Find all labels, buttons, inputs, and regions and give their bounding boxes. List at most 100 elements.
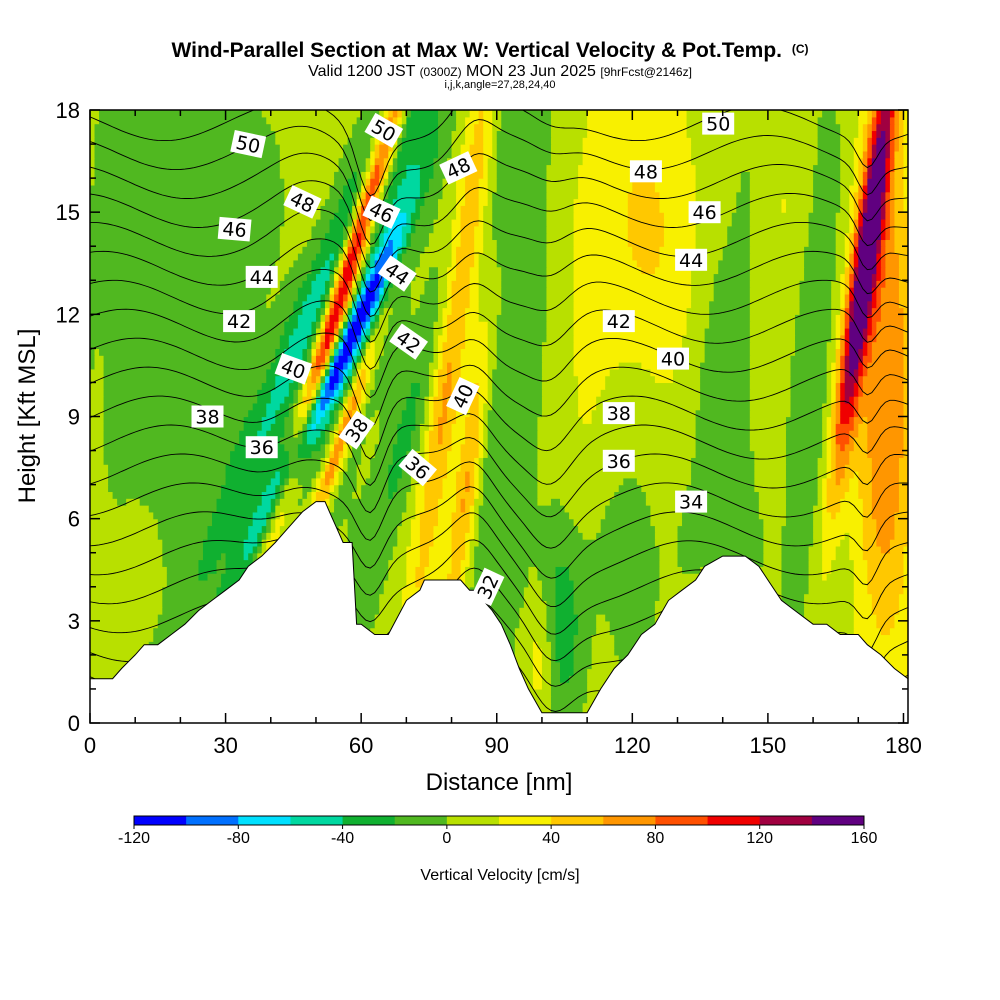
velocity-cell [306, 239, 322, 247]
velocity-cell [487, 423, 539, 431]
velocity-cell [876, 518, 896, 527]
velocity-cell [338, 246, 344, 254]
velocity-cell [90, 225, 281, 234]
velocity-cell [785, 505, 814, 513]
velocity-cell [433, 334, 439, 343]
velocity-cell [379, 150, 389, 159]
velocity-cell [546, 164, 579, 172]
velocity-cell [370, 396, 407, 404]
velocity-cell [578, 382, 606, 390]
velocity-cell [858, 178, 864, 186]
velocity-cell [270, 498, 276, 506]
velocity-cell [831, 430, 837, 438]
velocity-cell [840, 150, 855, 159]
velocity-cell [546, 178, 579, 186]
velocity-cell [379, 253, 394, 261]
velocity-cell [871, 116, 877, 125]
velocity-cell [374, 137, 380, 145]
velocity-cell [849, 457, 873, 465]
velocity-cell [315, 341, 322, 349]
velocity-cell [338, 409, 344, 418]
velocity-cell [424, 430, 430, 438]
velocity-cell [90, 123, 96, 132]
velocity-cell [401, 409, 416, 418]
velocity-cell [437, 362, 444, 370]
y-tick-label: 18 [56, 98, 80, 123]
velocity-cell [749, 191, 814, 200]
theta-contour-line [90, 461, 908, 549]
velocity-cell [686, 491, 760, 499]
velocity-cell [311, 355, 317, 363]
velocity-cell [885, 171, 891, 179]
velocity-cell [663, 218, 697, 227]
contour-label-text: 36 [607, 451, 631, 473]
velocity-cell [365, 389, 371, 397]
velocity-cell [840, 144, 855, 152]
velocity-cell [555, 620, 579, 629]
velocity-cell [546, 191, 579, 200]
velocity-cell [849, 225, 855, 234]
velocity-cell [442, 477, 457, 486]
velocity-cell [858, 409, 905, 418]
velocity-cell [103, 443, 236, 452]
velocity-cell [749, 212, 810, 220]
velocity-cell [889, 110, 896, 118]
velocity-cell [903, 314, 908, 322]
velocity-cell [103, 416, 245, 424]
velocity-cell [862, 552, 905, 561]
velocity-cell [501, 300, 548, 309]
velocity-cell [361, 443, 376, 452]
velocity-cell [817, 470, 828, 479]
velocity-cell [338, 450, 344, 458]
velocity-cell [587, 675, 624, 683]
velocity-cell [808, 559, 823, 567]
velocity-cell [90, 212, 285, 220]
velocity-cell [835, 368, 841, 377]
velocity-cell [483, 423, 489, 431]
velocity-cell [90, 654, 145, 663]
velocity-cell [198, 566, 218, 574]
velocity-cell [501, 287, 548, 295]
chart-title: Wind-Parallel Section at Max W: Vertical… [171, 39, 808, 62]
velocity-cell [90, 321, 285, 329]
velocity-cell [822, 539, 841, 547]
velocity-cell [388, 150, 394, 159]
velocity-cell [474, 246, 484, 254]
velocity-cell [352, 355, 358, 363]
contour-label-box [377, 255, 417, 292]
velocity-cell [749, 293, 801, 302]
velocity-cell [573, 259, 638, 268]
velocity-cell [383, 157, 389, 166]
velocity-cell [510, 661, 534, 670]
velocity-cell [311, 259, 326, 268]
velocity-cell [853, 246, 859, 254]
velocity-cell [347, 212, 353, 220]
velocity-cell [700, 402, 751, 411]
velocity-cell [252, 545, 258, 554]
velocity-cell [329, 287, 335, 295]
velocity-cell [451, 137, 466, 145]
velocity-cell [546, 280, 575, 288]
velocity-cell [347, 321, 353, 329]
velocity-cell [514, 634, 548, 642]
velocity-cell [320, 334, 326, 343]
velocity-cell [284, 423, 294, 431]
velocity-cell [311, 362, 317, 370]
velocity-cell [695, 253, 724, 261]
velocity-cell [261, 545, 267, 554]
velocity-cell [677, 552, 764, 561]
velocity-cell [853, 266, 859, 275]
velocity-cell [90, 130, 96, 138]
velocity-cell [862, 532, 877, 540]
velocity-cell [406, 164, 421, 172]
velocity-cell [478, 116, 484, 125]
velocity-cell [126, 498, 141, 506]
velocity-cell [162, 552, 204, 561]
velocity-cell [822, 491, 828, 499]
velocity-cell [550, 144, 584, 152]
velocity-cell [297, 389, 304, 397]
velocity-cell [415, 402, 426, 411]
velocity-cell [781, 539, 814, 547]
velocity-cell [325, 450, 331, 458]
velocity-cell [361, 287, 367, 295]
